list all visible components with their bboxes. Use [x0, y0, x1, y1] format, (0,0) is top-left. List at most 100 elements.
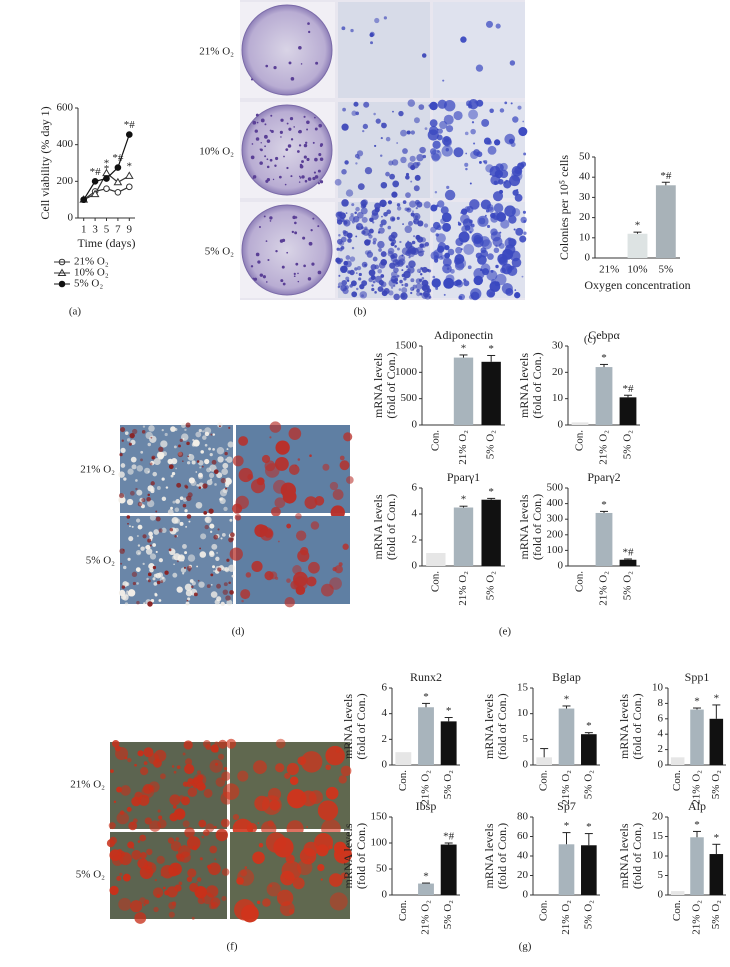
photo-cell: [258, 843, 264, 848]
point: [103, 175, 110, 182]
photo-cell: [308, 561, 320, 574]
photo-cell: [420, 273, 423, 276]
chart-title: Cebpα: [588, 328, 620, 342]
photo-cell: [226, 599, 233, 606]
photo-cell: [204, 458, 210, 465]
bar: [536, 757, 552, 765]
photo-cell: [380, 154, 383, 157]
colony: [264, 145, 266, 148]
photo-cell: [390, 231, 398, 239]
colony: [274, 164, 277, 167]
photo-cell: [186, 876, 193, 882]
photo-cell: [173, 563, 175, 566]
chart-title: Pparγ2: [587, 470, 620, 484]
colony: [319, 180, 324, 184]
photo-cell: [465, 152, 468, 155]
photo-cell: [232, 503, 243, 514]
photo-cell: [156, 855, 165, 864]
photo-cell: [277, 540, 280, 543]
photo-cell: [126, 590, 129, 593]
photo-cell: [123, 565, 127, 570]
photos: [106, 2, 528, 924]
photo-cell: [147, 601, 153, 607]
y-tick-label: 40: [517, 850, 529, 862]
photo-cell: [355, 162, 358, 165]
colony: [281, 265, 285, 269]
photo-cell: [282, 489, 297, 504]
photo-cell: [201, 835, 205, 839]
photo-cell: [443, 114, 454, 125]
photo-cell: [273, 479, 287, 494]
photo-cell: [410, 180, 413, 183]
photo-cell: [317, 800, 339, 821]
photo-cell: [498, 242, 505, 249]
significance: *: [694, 696, 700, 708]
y-tick-label: 400: [57, 138, 74, 150]
photo-cell: [402, 200, 407, 204]
photo-cell: [141, 430, 146, 434]
photo-cell: [464, 206, 471, 212]
photo-cell: [137, 750, 144, 757]
bar: [670, 757, 685, 765]
photo-cell: [421, 243, 427, 248]
photo-cell: [135, 487, 138, 491]
photo-cell: [329, 873, 343, 887]
y-axis-label: (fold of Con.): [384, 494, 398, 560]
significance: *#: [660, 170, 672, 182]
plate: [241, 204, 333, 296]
photo-cell: [149, 535, 154, 540]
photo-cell: [429, 119, 438, 128]
photo-cell: [337, 285, 341, 289]
photo-cell: [351, 110, 357, 116]
photo-cell: [431, 153, 440, 162]
photo-cell: [269, 799, 281, 811]
photo-cell: [473, 234, 482, 244]
bar: [453, 357, 474, 425]
photo-cell: [396, 216, 400, 220]
photo-cell: [358, 272, 362, 277]
photo-cell: [196, 565, 198, 568]
photo-cell: [385, 171, 390, 177]
photo-cell: [431, 278, 441, 288]
photo-cell: [351, 203, 355, 207]
y-tick-label: 10: [552, 392, 564, 404]
photo-cell: [386, 209, 392, 215]
colony: [250, 265, 254, 268]
photo-cell: [208, 447, 211, 451]
photo-cell: [238, 436, 249, 446]
photo-cell: [145, 548, 153, 555]
photo-cell: [168, 464, 174, 470]
photo-cell: [220, 537, 223, 540]
significance: *: [586, 720, 592, 732]
y-tick-label: 4: [658, 728, 664, 740]
photo-cell: [416, 153, 424, 162]
photo-cell: [204, 431, 210, 437]
photo-cell: [349, 269, 355, 276]
photo-cell: [128, 442, 132, 446]
bar: [690, 837, 704, 895]
colony: [294, 221, 297, 225]
photo-cell: [169, 813, 178, 822]
photo-cell: [309, 790, 323, 805]
photo-cell: [220, 818, 230, 828]
photo-cell: [297, 458, 301, 461]
photo-cell: [147, 538, 152, 543]
x-tick-label: 5% O₂: [582, 770, 594, 799]
colony: [260, 118, 265, 123]
photo-cell: [157, 809, 161, 813]
y-tick-label: 2: [382, 733, 388, 745]
photo-cell: [134, 763, 137, 767]
photo-cell: [370, 264, 377, 271]
photo-cell: [174, 507, 180, 513]
photo-cell: [392, 180, 400, 188]
colony: [306, 157, 310, 162]
bar: [481, 499, 501, 566]
photo-cell: [215, 777, 226, 787]
photo-cell: [410, 286, 415, 292]
photo-cell: [143, 761, 148, 765]
photo-cell: [338, 234, 341, 237]
photo-cell: [493, 247, 500, 254]
photo-cell: [442, 263, 452, 274]
photo-cell: [490, 228, 498, 236]
photo-cell: [372, 237, 377, 242]
